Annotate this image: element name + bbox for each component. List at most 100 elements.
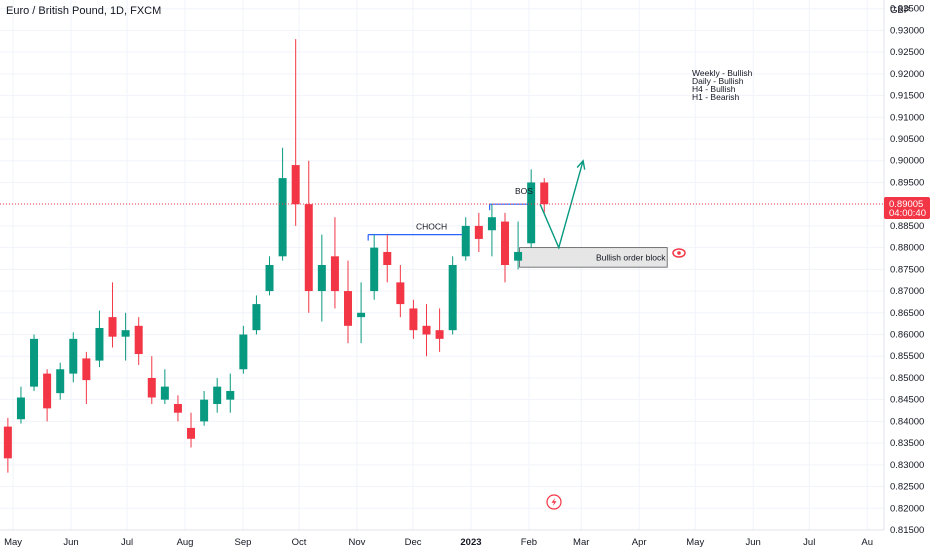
candle-body [239,334,248,370]
candle[interactable] [252,295,261,335]
projection-path[interactable] [539,160,584,250]
timeframe-bias-note[interactable]: Weekly - Bullish Daily - Bullish H4 - Bu… [692,68,753,102]
candle[interactable] [173,395,182,422]
candle[interactable] [3,417,12,473]
candle[interactable] [370,234,379,300]
candle-body [435,330,444,339]
candle-body [527,182,536,244]
candle[interactable] [30,334,39,391]
candle-body [396,282,405,305]
candle[interactable] [213,377,222,413]
choch-level[interactable] [367,233,466,241]
candle-body [226,390,235,400]
price-axis[interactable]: 0.93500 0.93000 0.92500 0.92000 0.91500 0.910… [890,4,924,536]
candle[interactable] [95,310,104,368]
candle-body [501,221,510,265]
time-tick-label: Jul [803,537,815,548]
candle-body [291,165,300,205]
price-tick-label: 0.82500 [890,482,924,493]
candle[interactable] [344,260,353,344]
bos-level[interactable] [489,203,530,211]
candle[interactable] [291,39,300,226]
candle-body [121,330,130,337]
candle[interactable] [160,369,169,405]
candle[interactable] [43,369,52,422]
candle-body [357,312,366,318]
candle-body [383,251,392,265]
candle-body [370,247,379,292]
time-tick-label: Mar [573,537,589,548]
candle[interactable] [422,304,431,357]
time-tick-label: Jul [121,537,133,548]
time-tick-label: Sep [235,537,252,548]
bias-weekly: Weekly - Bullish [692,68,753,78]
candle[interactable] [487,204,496,257]
candle-layer [3,39,549,473]
candle-body [30,338,39,387]
candle[interactable] [330,217,339,309]
candle[interactable] [514,221,523,270]
candle[interactable] [383,234,392,283]
candle[interactable] [82,351,91,405]
candle[interactable] [435,308,444,352]
candle[interactable] [56,362,65,400]
candle-body [82,358,91,381]
candle[interactable] [147,356,156,405]
price-tick-label: 0.90000 [890,156,924,167]
candle-body [278,178,287,257]
price-tick-label: 0.85500 [890,351,924,362]
bos-label: BOS [515,186,533,196]
candle[interactable] [134,317,143,365]
lightning-event-icon[interactable] [546,494,562,510]
price-tick-label: 0.82000 [890,503,924,514]
candle[interactable] [448,256,457,335]
candle[interactable] [461,217,470,261]
price-tick-label: 0.87000 [890,286,924,297]
eye-icon[interactable] [672,248,686,258]
time-axis[interactable]: May Jun Jul Aug Sep Oct Nov Dec 2023 Feb Mar Apr May… [4,537,873,548]
price-tick-label: 0.85000 [890,373,924,384]
candle-body [540,182,549,205]
grid-layer [0,0,884,531]
price-tick-label: 0.88000 [890,243,924,254]
candle[interactable] [540,178,549,213]
bias-h1: H1 - Bearish [692,92,740,102]
price-tick-label: 0.91500 [890,91,924,102]
candle[interactable] [396,265,405,318]
candle-body [474,225,483,239]
time-tick-label: Dec [405,537,422,548]
time-tick-label: Au [861,537,873,548]
candle[interactable] [304,160,313,313]
candle-body [3,426,12,459]
price-tick-label: 0.83000 [890,460,924,471]
candle-body [16,397,25,420]
candle[interactable] [409,299,418,339]
bias-daily: Daily - Bullish [692,76,744,86]
candle[interactable] [317,234,326,322]
candle-body [187,427,196,439]
candle[interactable] [527,169,536,248]
candle-body [317,265,326,292]
candle[interactable] [474,212,483,252]
candle[interactable] [121,312,130,361]
candle[interactable] [357,282,366,344]
candle[interactable] [16,386,25,424]
candle[interactable] [108,282,117,348]
candle[interactable] [69,332,78,383]
symbol-title: Euro / British Pound, 1D, FXCM [6,5,161,17]
price-tick-label: 0.92000 [890,69,924,80]
candle[interactable] [226,373,235,413]
candle-body [108,317,117,337]
candle[interactable] [501,212,510,283]
candle[interactable] [200,390,209,426]
price-tick-label: 0.86500 [890,308,924,319]
bias-h4: H4 - Bullish [692,84,736,94]
candle[interactable] [239,325,248,374]
candle[interactable] [187,412,196,448]
last-price-tag: 0.89005 04:00:40 [884,196,930,219]
candle[interactable] [265,256,274,296]
time-tick-label: Nov [349,537,366,548]
price-axis-currency: GBP [890,5,910,16]
